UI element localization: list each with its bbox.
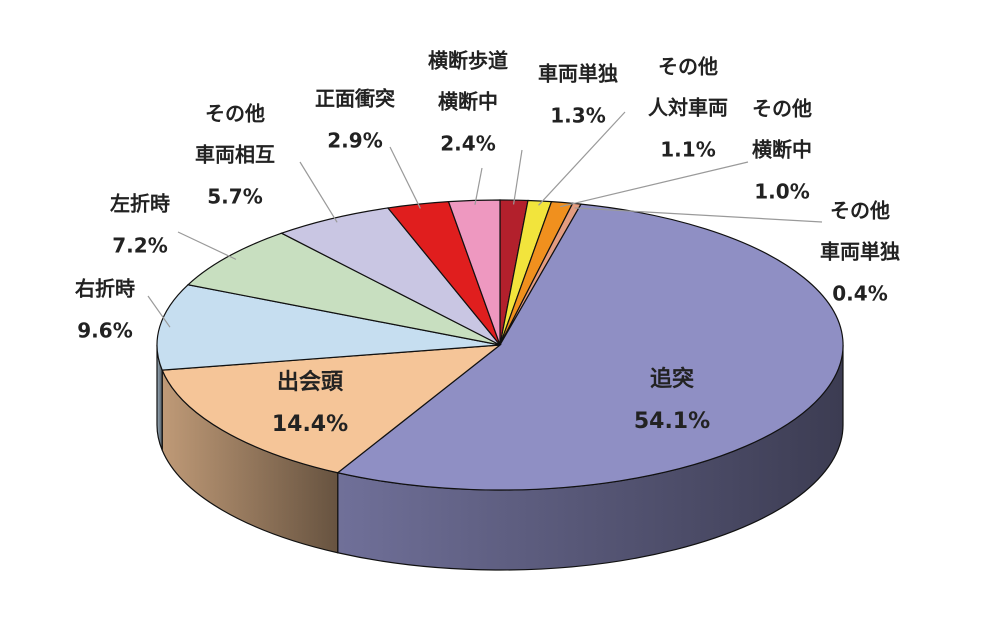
slice-label: 車両相互 <box>195 143 275 167</box>
value-label: 1.0% <box>754 180 809 204</box>
leader-line <box>538 111 626 206</box>
leader-line <box>574 207 823 223</box>
value-label: 2.9% <box>327 129 382 153</box>
leader-line <box>512 149 523 205</box>
value-label: 1.3% <box>550 104 605 128</box>
slice-label: 追突 <box>650 366 694 392</box>
slice-label: 正面衝突 <box>315 87 395 111</box>
slice <box>156 284 501 371</box>
slice <box>336 203 844 491</box>
slice <box>447 199 501 346</box>
slice-label: 左折時 <box>110 192 170 216</box>
leader-line <box>474 167 483 205</box>
value-label: 14.4% <box>272 412 348 437</box>
slice-label: 横断中 <box>752 138 812 162</box>
slice-label: 横断中 <box>438 90 498 114</box>
leader-line <box>299 161 338 223</box>
leader-line <box>560 161 749 208</box>
slice-label: その他 <box>752 97 812 121</box>
slice-label: その他 <box>658 55 718 79</box>
slice-label: 車両単独 <box>538 62 618 86</box>
slice <box>161 344 502 474</box>
value-label: 5.7% <box>207 185 262 209</box>
slice-label: 横断歩道 <box>428 49 508 73</box>
value-label: 54.1% <box>634 409 710 434</box>
slice-label: 右折時 <box>75 277 135 301</box>
value-label: 1.1% <box>660 138 715 162</box>
value-label: 2.4% <box>440 132 495 156</box>
leader-line <box>147 295 171 328</box>
slice-label: 人対車両 <box>648 96 728 120</box>
value-label: 9.6% <box>77 319 132 343</box>
leader-line <box>389 146 421 209</box>
slice <box>186 232 501 346</box>
slice-label: 出会頭 <box>277 369 344 395</box>
slice-label: その他 <box>830 199 890 223</box>
value-label: 7.2% <box>112 234 167 258</box>
value-label: 0.4% <box>832 282 887 306</box>
slice-label: 車両単独 <box>820 240 900 264</box>
leader-line <box>177 231 237 260</box>
slice-label: その他 <box>205 102 265 126</box>
